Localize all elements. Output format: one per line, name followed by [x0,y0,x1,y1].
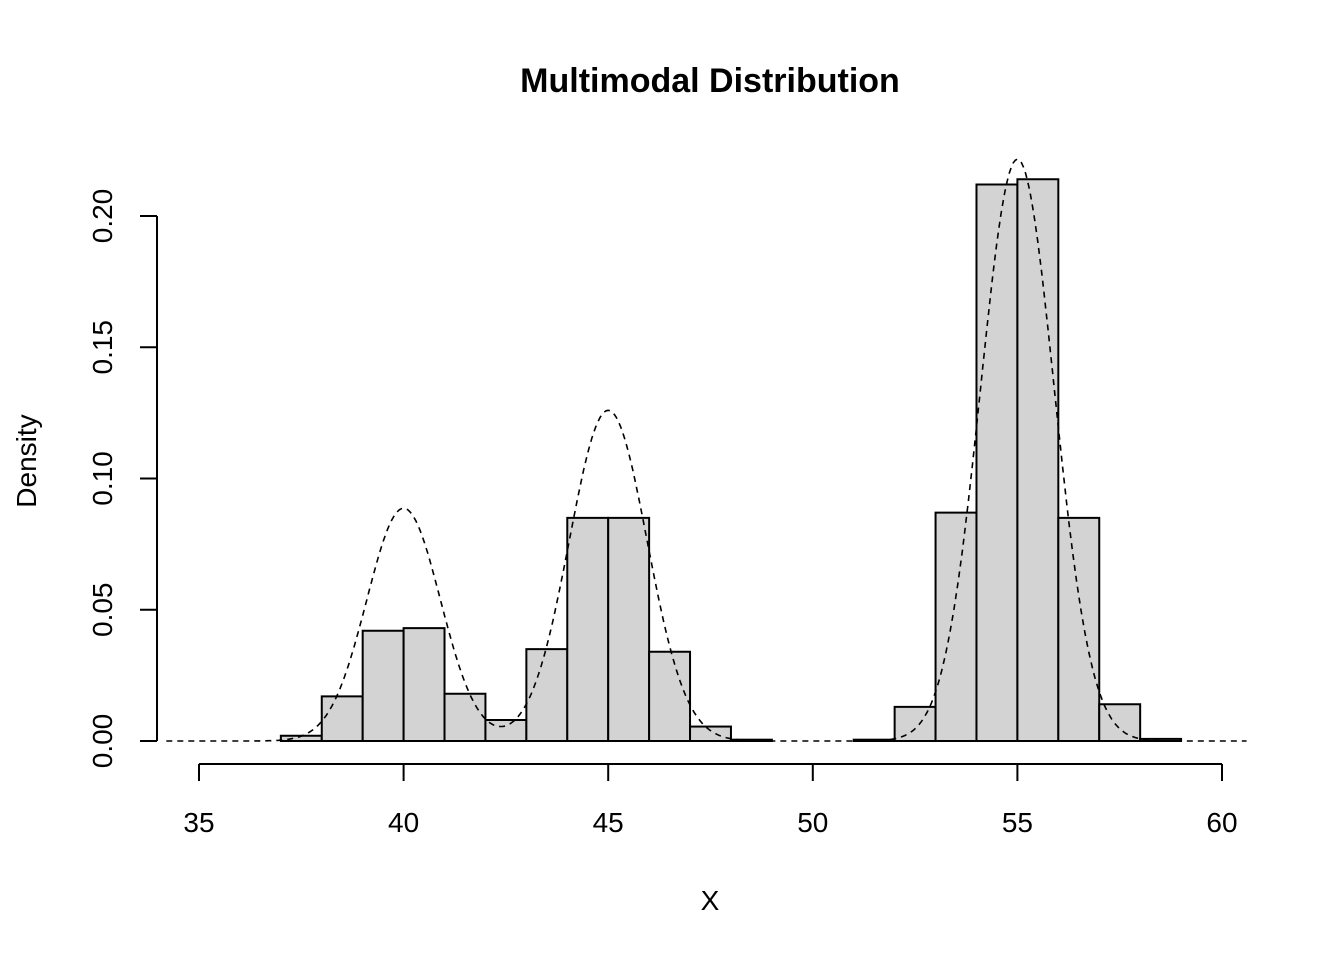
y-axis-label: Density [11,414,42,507]
histogram-bar-11 [648,650,692,742]
histogram-bar-8 [525,648,569,742]
histogram-bar-6 [443,692,487,742]
y-tick-label-0.20: 0.20 [87,189,118,244]
histogram-bar-3 [320,695,364,742]
histogram-bar-18 [934,511,978,742]
histogram-bar-10 [607,516,651,742]
histogram-bar-17 [893,705,937,742]
x-tick-label-35: 35 [183,807,214,838]
y-tick-label-0.10: 0.10 [87,451,118,506]
y-axis: 0.00 0.05 0.10 0.15 0.20 [87,189,158,769]
histogram-bar-5 [402,627,446,742]
density-curve [166,158,1247,742]
x-axis: 35 40 45 50 55 60 [183,763,1238,838]
x-tick-label-40: 40 [388,807,419,838]
chart-title: Multimodal Distribution [520,62,900,100]
histogram-bar-4 [361,629,405,742]
histogram-bar-21 [1057,516,1101,742]
histogram-bar-9 [566,516,610,742]
x-tick-label-60: 60 [1206,807,1237,838]
histogram-bar-22 [1098,703,1142,742]
x-axis-label: X [701,885,720,916]
histogram-bar-20 [1016,178,1060,742]
y-tick-label-0.15: 0.15 [87,320,118,375]
histogram-bar-23 [1139,737,1183,743]
histogram-bar-19 [975,183,1019,742]
histogram-bars [279,178,1183,743]
x-tick-label-50: 50 [797,807,828,838]
x-tick-label-45: 45 [593,807,624,838]
histogram-bar-12 [689,725,732,742]
x-tick-label-55: 55 [1002,807,1033,838]
y-tick-label-0.00: 0.00 [87,714,118,769]
y-tick-label-0.05: 0.05 [87,583,118,638]
